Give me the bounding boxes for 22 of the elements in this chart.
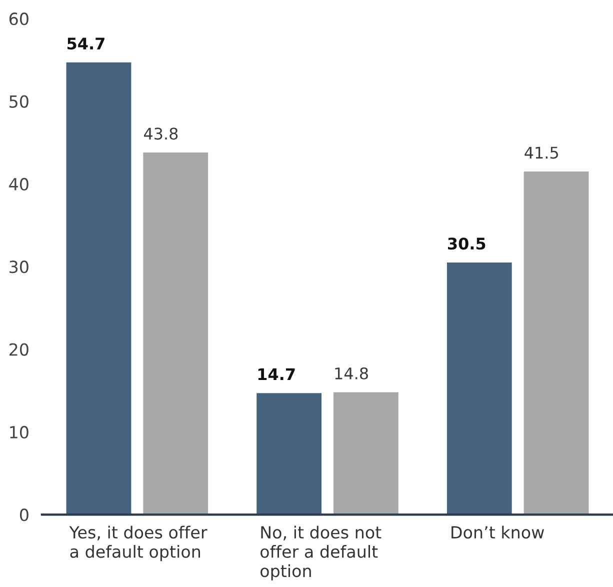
y-tick-label: 0 bbox=[20, 508, 28, 522]
y-tick-label: 60 bbox=[9, 12, 28, 26]
data-label: 43.8 bbox=[144, 128, 178, 140]
bar bbox=[143, 152, 208, 515]
bar bbox=[524, 172, 589, 515]
y-tick-label: 30 bbox=[10, 260, 28, 274]
x-tick-label: Yes, it does offer a default option bbox=[69, 526, 208, 562]
bar bbox=[256, 393, 322, 515]
x-tick-label: No, it does not offer a default option bbox=[260, 526, 382, 580]
bar bbox=[66, 62, 132, 515]
bar bbox=[333, 392, 398, 515]
data-label: 41.5 bbox=[524, 146, 558, 159]
bar bbox=[446, 262, 512, 515]
y-tick-label: 40 bbox=[9, 178, 28, 190]
data-label: 30.5 bbox=[448, 238, 486, 250]
x-tick-label: Don’t know bbox=[452, 526, 544, 539]
y-tick-label: 50 bbox=[10, 95, 28, 108]
y-tick-label: 10 bbox=[10, 426, 28, 438]
data-label: 14.8 bbox=[335, 367, 368, 380]
data-label: 14.7 bbox=[258, 368, 295, 380]
y-tick-label: 20 bbox=[10, 343, 28, 356]
data-label: 54.7 bbox=[68, 38, 104, 50]
